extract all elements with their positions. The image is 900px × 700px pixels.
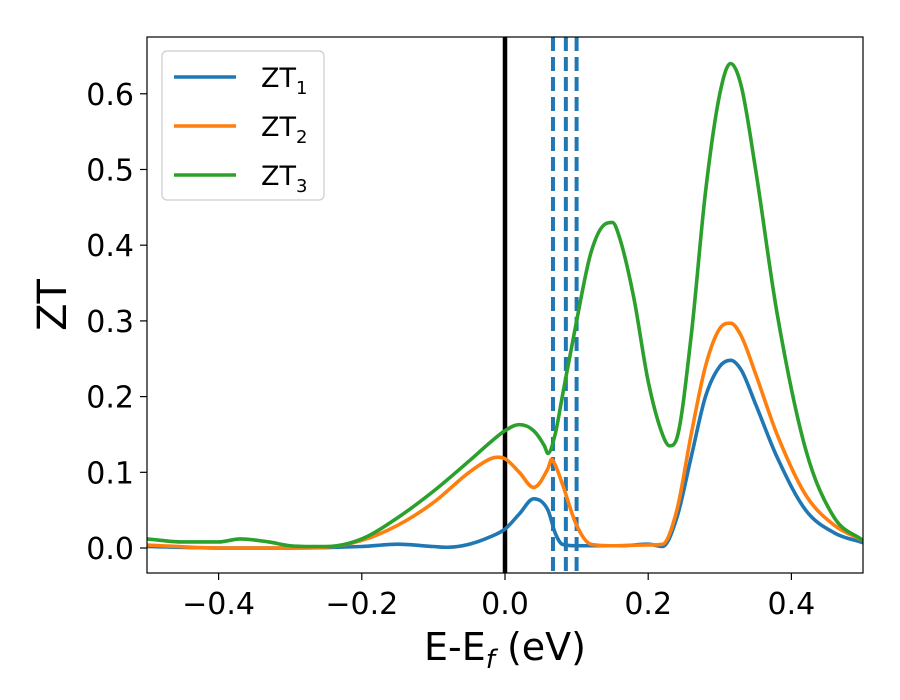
y-tick-label: 0.3 <box>86 305 134 340</box>
y-tick-label: 0.0 <box>86 532 134 567</box>
legend-label-2: ZT2 <box>261 112 307 148</box>
x-axis-label-main: E-E <box>424 625 486 669</box>
y-tick-label: 0.1 <box>86 456 134 491</box>
series-line-zt-2 <box>147 321 863 550</box>
x-tick-label: 0.0 <box>481 587 529 622</box>
y-tick-label: 0.2 <box>86 381 134 416</box>
series-line-zt-3 <box>147 61 863 549</box>
y-tick-label: 0.5 <box>86 153 134 188</box>
y-axis-ticks: 0.0 0.1 0.2 0.3 0.4 0.5 0.6 <box>86 78 147 567</box>
x-tick-label: 0.2 <box>624 587 672 622</box>
x-axis-ticks: −0.4 −0.2 0.0 0.2 0.4 <box>182 573 815 622</box>
x-axis-label: E-Ef (eV) <box>424 625 586 675</box>
legend-label-3: ZT3 <box>261 161 307 197</box>
legend-entries: ZT1 ZT2 ZT3 <box>174 63 307 197</box>
x-tick-label: 0.4 <box>768 587 816 622</box>
y-tick-label: 0.4 <box>86 229 134 264</box>
legend-box <box>161 50 325 201</box>
x-tick-label: −0.4 <box>182 587 255 622</box>
y-axis-label: ZT <box>30 279 76 331</box>
series-line-zt-1 <box>147 358 863 550</box>
reference-lines <box>502 37 579 573</box>
x-tick-label: −0.2 <box>325 587 398 622</box>
legend: ZT1 ZT2 ZT3 <box>161 50 325 201</box>
y-tick-label: 0.6 <box>86 78 134 113</box>
series-lines <box>147 61 863 550</box>
x-axis-label-unit: (eV) <box>495 625 586 669</box>
legend-label-1: ZT1 <box>261 63 307 99</box>
